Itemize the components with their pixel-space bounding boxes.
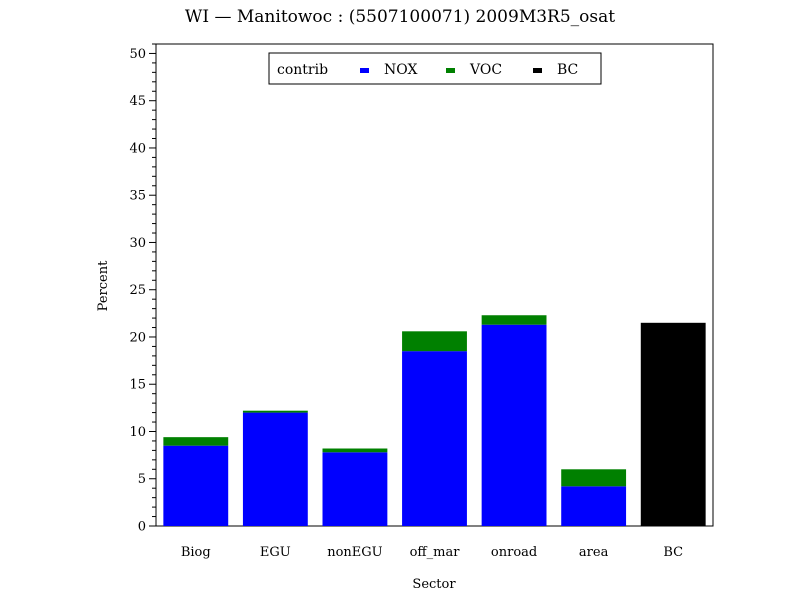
bar-area-NOX <box>561 486 627 526</box>
bar-off_mar-NOX <box>402 351 467 526</box>
bar-BC-BC <box>640 322 706 526</box>
legend-items: NOX VOC BC <box>360 62 578 78</box>
legend-label: NOX <box>384 62 417 78</box>
y-tick-label: 45 <box>129 94 146 109</box>
x-tick-label: BC <box>663 545 683 560</box>
bar-onroad-NOX <box>481 324 547 526</box>
y-tick-label: 15 <box>129 378 146 393</box>
bar-nonEGU-NOX <box>322 452 388 526</box>
bar-EGU-NOX <box>242 412 308 526</box>
y-axis: 0 5 10 15 20 25 30 35 40 45 50 <box>129 43 156 535</box>
x-tick-label: off_mar <box>410 545 461 560</box>
y-tick-label: 30 <box>129 236 146 251</box>
legend: contrib NOX VOC BC <box>268 52 602 85</box>
y-tick-label: 5 <box>138 472 146 487</box>
y-tick-label: 25 <box>129 283 146 298</box>
y-axis-label: Percent <box>96 260 111 311</box>
bar-nonEGU-VOC <box>322 448 388 453</box>
x-tick-label: area <box>579 545 609 560</box>
legend-box <box>268 52 602 85</box>
legend-swatch-VOC <box>446 68 455 73</box>
y-tick-label: 35 <box>129 189 146 204</box>
y-tick-label: 0 <box>138 520 146 535</box>
x-tick-label: Biog <box>181 545 211 560</box>
y-tick-label: 20 <box>129 330 146 345</box>
legend-swatch-NOX <box>360 68 369 73</box>
x-axis-label: Sector <box>412 577 456 592</box>
bar-Biog-VOC <box>163 437 229 446</box>
y-tick-label: 50 <box>129 47 146 62</box>
y-tick-label: 40 <box>129 141 146 156</box>
x-axis: Biog EGU nonEGU off_mar onroad area BC <box>181 545 683 560</box>
x-tick-label: nonEGU <box>327 545 382 560</box>
bars-group <box>163 315 706 526</box>
y-tick-label: 10 <box>129 425 146 440</box>
bar-Biog-NOX <box>163 445 229 526</box>
legend-swatch-BC <box>533 68 542 73</box>
legend-label: BC <box>557 62 578 78</box>
bar-area-VOC <box>561 469 627 487</box>
x-tick-label: onroad <box>491 545 537 560</box>
legend-label: VOC <box>469 62 502 78</box>
x-tick-label: EGU <box>260 545 291 560</box>
legend-title: contrib <box>277 62 328 78</box>
bar-off_mar-VOC <box>402 331 467 352</box>
bar-EGU-VOC <box>242 410 308 413</box>
bar-onroad-VOC <box>481 315 547 325</box>
chart-title: WI — Manitowoc : (5507100071) 2009M3R5_o… <box>185 7 615 27</box>
